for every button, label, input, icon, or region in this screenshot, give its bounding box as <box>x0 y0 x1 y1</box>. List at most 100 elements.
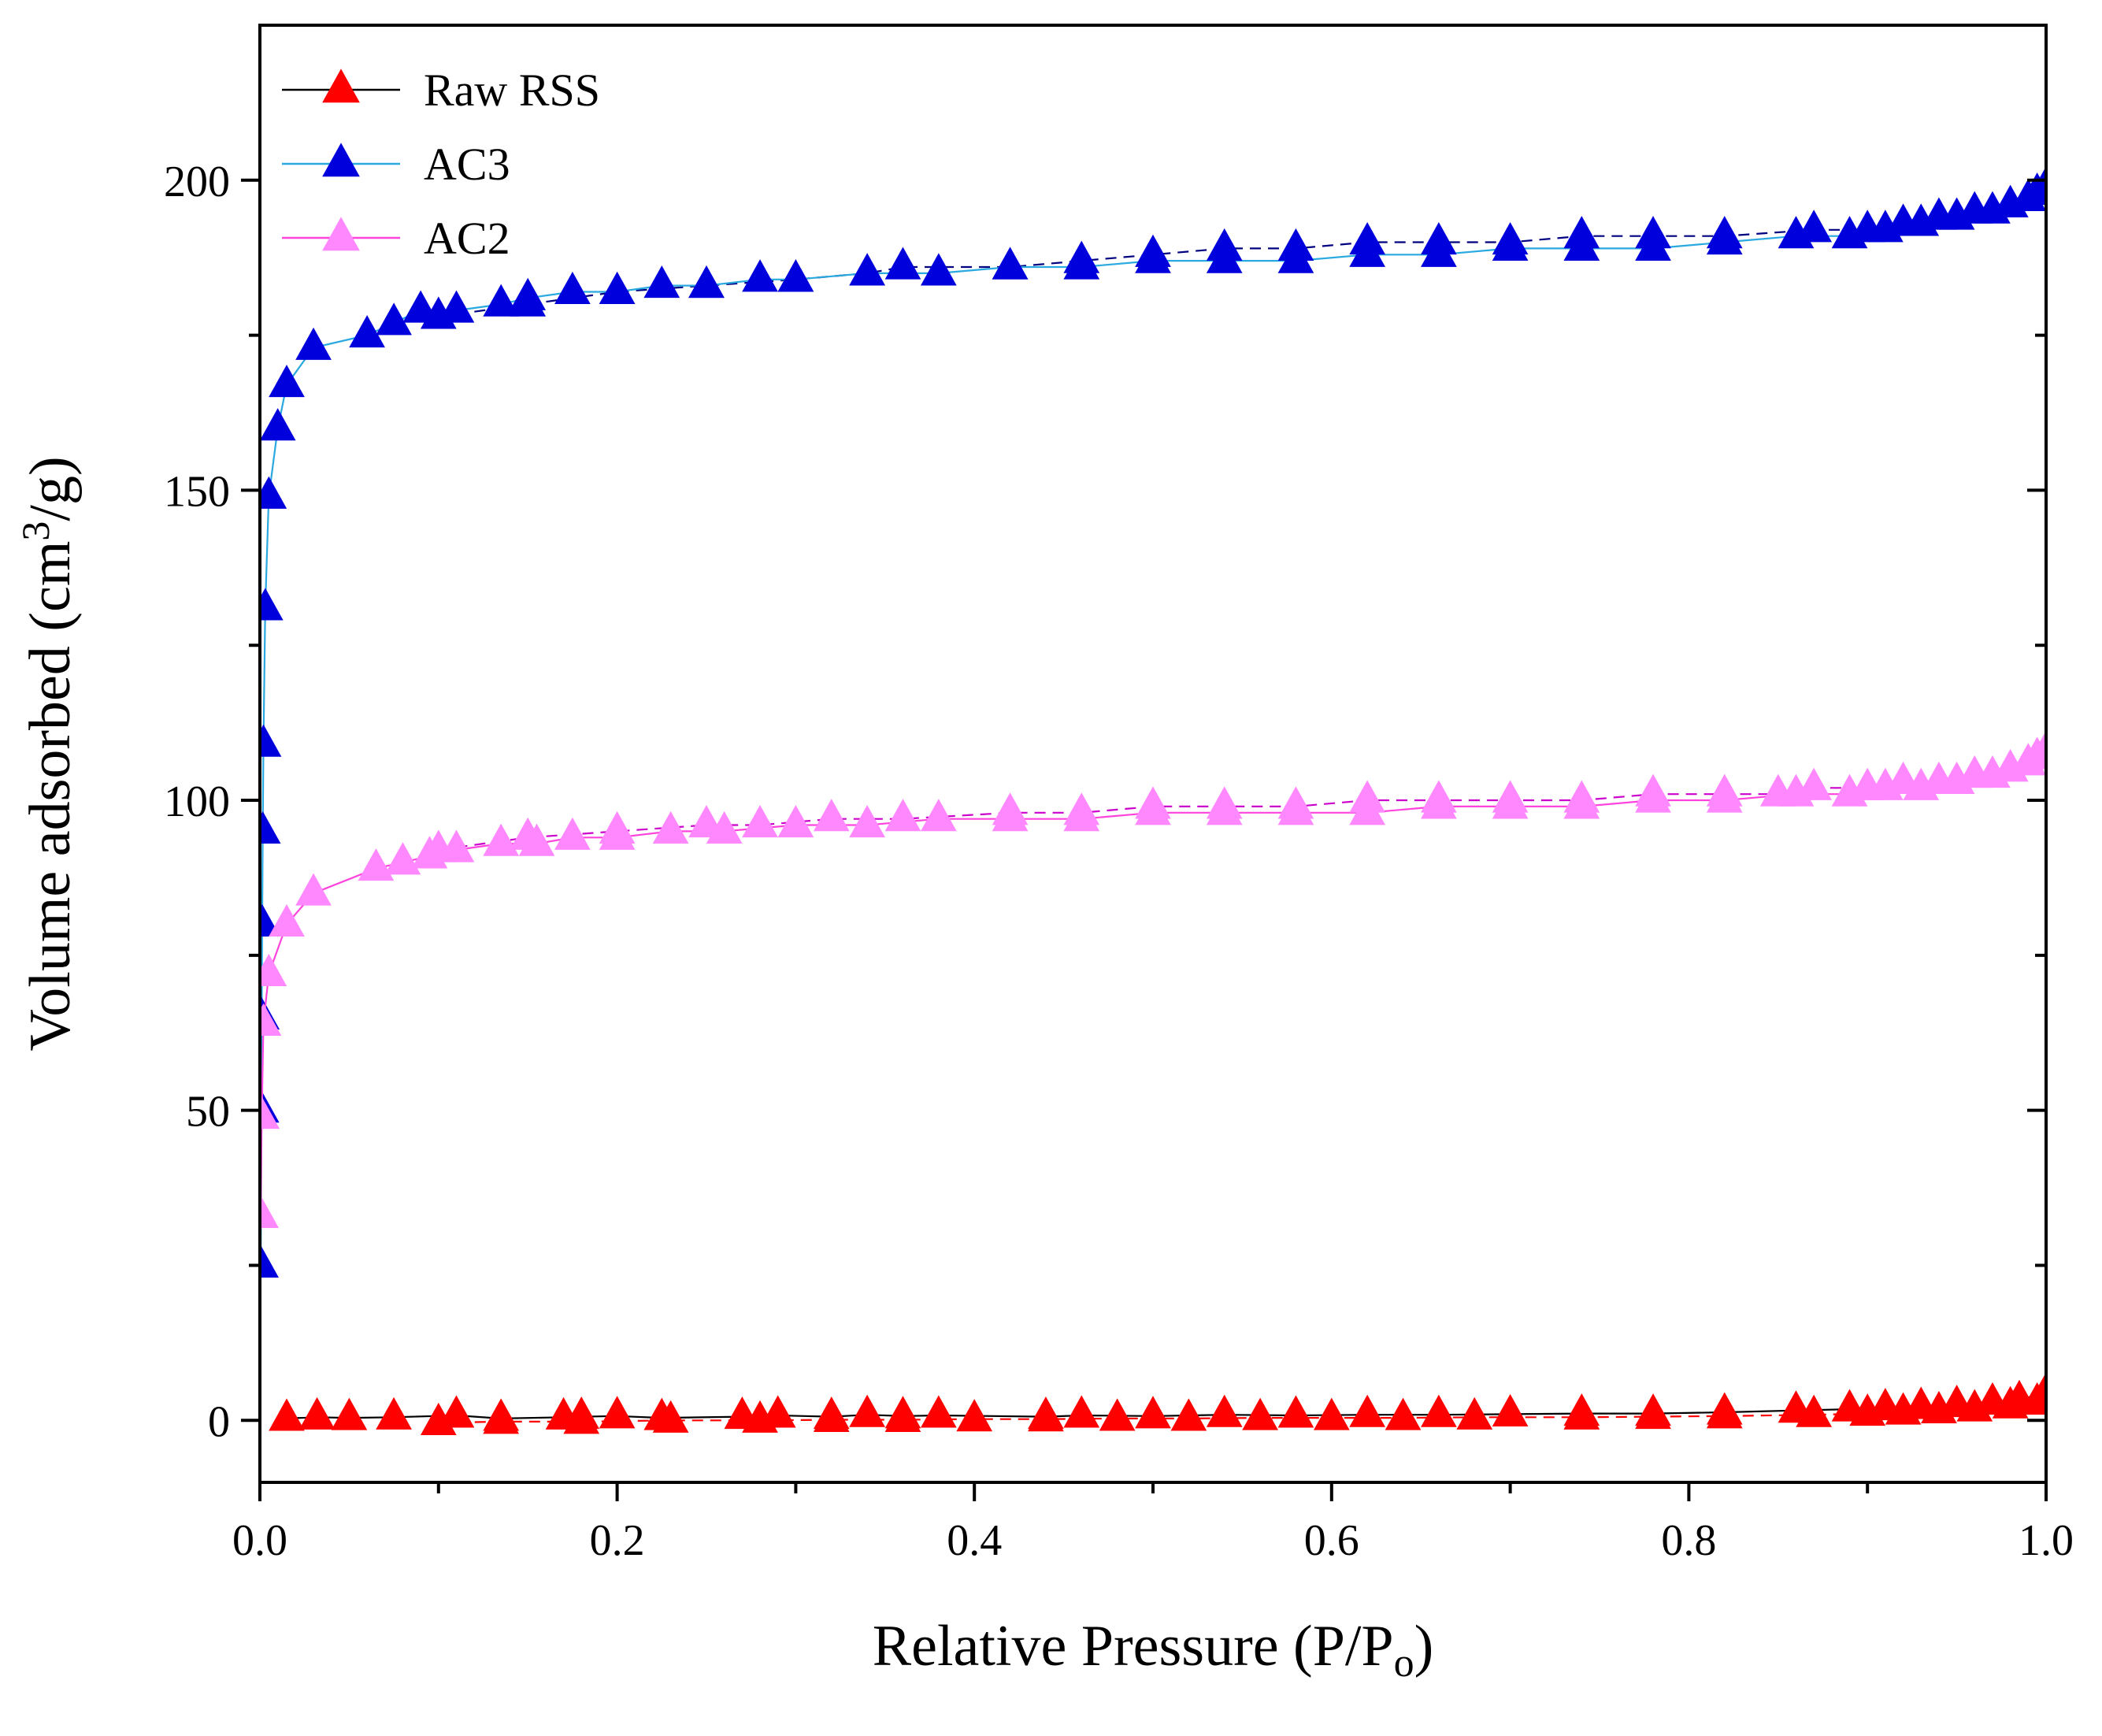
legend-raw-rss-marker <box>322 69 360 103</box>
series-raw-rss-adsorption-point <box>1867 1387 1904 1421</box>
series-raw-rss-adsorption-point <box>563 1396 600 1430</box>
series-raw-rss-adsorption-point <box>483 1398 520 1431</box>
series-ac3-adsorption-point <box>688 265 725 299</box>
series-raw-rss-adsorption-point <box>724 1396 761 1430</box>
series-ac2-adsorption-point <box>652 811 689 844</box>
series-raw-rss-adsorption-point <box>849 1394 885 1427</box>
series-ac2-adsorption-point <box>554 817 591 850</box>
series-raw-rss-desorption-point <box>1242 1397 1278 1430</box>
series-ac3-adsorption-point <box>777 259 814 292</box>
y-tick-label: 200 <box>164 158 230 206</box>
series-raw-rss-adsorption-point <box>1563 1393 1600 1426</box>
series-ac2-adsorption-point <box>992 799 1029 832</box>
series-ac2-adsorption-point <box>295 873 332 906</box>
series-ac3-adsorption-point <box>1867 210 1904 243</box>
series-ac3-adsorption-point <box>849 253 885 286</box>
series-raw-rss-desorption-point <box>956 1399 993 1432</box>
series-raw-rss-adsorption-point <box>269 1398 305 1431</box>
series-raw-rss-adsorption-point <box>376 1397 412 1430</box>
series-ac2-adsorption-point <box>1778 773 1815 807</box>
series-ac2-adsorption-point <box>777 804 814 838</box>
series-raw-rss-adsorption-point <box>1421 1394 1457 1427</box>
series-ac3-adsorption-point <box>1206 240 1243 273</box>
series-ac3-adsorption-point <box>1277 240 1314 273</box>
series-raw-rss-adsorption-point <box>1135 1396 1171 1429</box>
series-ac3-adsorption-point <box>438 290 475 323</box>
series-ac3-adsorption-point <box>1063 247 1100 280</box>
y-axis-title: Volume adsorbed (cm3/g) <box>13 456 83 1051</box>
series-ac2-adsorption-point <box>1563 786 1600 819</box>
legend-raw-rss-label: Raw RSS <box>424 65 600 116</box>
series-ac2-adsorption-point <box>1867 767 1904 800</box>
series-raw-rss-desorption-point <box>1313 1397 1350 1430</box>
series-raw-rss-adsorption-point <box>1349 1394 1386 1427</box>
series-raw-rss-adsorption-point <box>1028 1396 1064 1430</box>
x-tick-label: 0.8 <box>1661 1516 1716 1565</box>
series-ac3-adsorption-point <box>1135 240 1171 273</box>
series-raw-rss-adsorption-point <box>599 1396 636 1429</box>
series-ac2-adsorption-point <box>1135 792 1171 825</box>
series-ac2-adsorption-point <box>1903 767 1940 800</box>
series-raw-rss-adsorption-point <box>920 1395 957 1428</box>
series-ac2-adsorption-point <box>1206 792 1243 825</box>
series-ac3-adsorption-point <box>599 271 636 305</box>
series-ac2-adsorption-point <box>1938 761 1975 794</box>
series-ac3-adsorption-point <box>1563 228 1600 261</box>
series-ac3-adsorption-point <box>1778 216 1815 249</box>
series-raw-rss-adsorption-point <box>2028 1372 2046 1405</box>
series-ac2-desorption-point <box>813 799 850 832</box>
series-ac3-adsorption-point <box>1938 197 1975 230</box>
series-ac2-adsorption-point <box>1349 792 1386 825</box>
series-ac3-adsorption-point <box>2028 166 2046 199</box>
series-ac3-adsorption-point <box>260 588 284 621</box>
x-tick-label: 0.6 <box>1304 1516 1359 1565</box>
series-ac3-adsorption-point <box>1706 221 1743 255</box>
series-raw-rss-desorption-point <box>1099 1398 1136 1431</box>
series-raw-rss-adsorption-point <box>1706 1392 1743 1425</box>
series-ac2-desorption-point <box>884 799 921 832</box>
series-ac2-adsorption-point <box>260 1003 282 1036</box>
series-raw-rss <box>269 1372 2046 1435</box>
series-ac2 <box>260 730 2046 1229</box>
series-ac2-desorption-point <box>742 804 778 838</box>
series-ac2-desorption-line <box>438 755 2038 851</box>
series-ac2-adsorption-point <box>269 903 305 937</box>
series-raw-rss-adsorption-point <box>759 1395 796 1428</box>
x-tick-label: 0.2 <box>590 1516 645 1565</box>
series-ac2-adsorption-point <box>518 823 555 856</box>
series-raw-rss-adsorption-point <box>1974 1382 2011 1415</box>
series-raw-rss-desorption-point <box>1170 1398 1207 1431</box>
y-axis-title-main: Volume adsorbed (cm <box>18 541 83 1052</box>
series-ac3-adsorption-point <box>510 277 547 310</box>
series-ac3-adsorption-point <box>992 247 1029 280</box>
series-ac2-adsorption-point <box>411 836 448 869</box>
series-ac3-adsorption-point <box>920 253 957 286</box>
series-ac3-adsorption-point <box>1492 228 1529 261</box>
series-raw-rss-desorption-point <box>1456 1397 1493 1430</box>
series-raw-rss-adsorption-point <box>2001 1379 2037 1412</box>
series-ac2-adsorption-point <box>1277 792 1314 825</box>
series-ac2-adsorption-point <box>1706 780 1743 813</box>
series-ac3-adsorption-point <box>1421 234 1457 267</box>
legend-ac2-label: AC2 <box>424 213 510 264</box>
series-raw-rss-adsorption-point <box>438 1395 475 1428</box>
legend-ac2-marker <box>322 217 360 251</box>
series-ac3-adsorption-point <box>554 271 591 305</box>
series-raw-rss-adsorption-point <box>298 1397 336 1430</box>
series-ac2-adsorption-point <box>599 817 636 850</box>
series-ac2-adsorption-point <box>1063 799 1100 832</box>
series-ac3-desorption-point <box>884 247 921 280</box>
series-raw-rss-adsorption-point <box>1938 1385 1975 1418</box>
series-raw-rss-adsorption-point <box>1063 1395 1100 1428</box>
series-raw-rss-adsorption-point <box>1831 1389 1868 1422</box>
series-ac2-adsorption-point <box>438 829 475 862</box>
series-ac3-adsorption-point <box>1635 228 1671 261</box>
x-axis-title: Relative Pressure (P/Po) <box>873 1614 1433 1686</box>
series-ac3-adsorption-point <box>1831 216 1868 249</box>
series-raw-rss-adsorption-point <box>1903 1386 1940 1419</box>
y-tick-label: 0 <box>208 1397 230 1446</box>
series-ac2-adsorption-point <box>384 842 421 875</box>
series-raw-rss-adsorption-point <box>643 1397 680 1430</box>
